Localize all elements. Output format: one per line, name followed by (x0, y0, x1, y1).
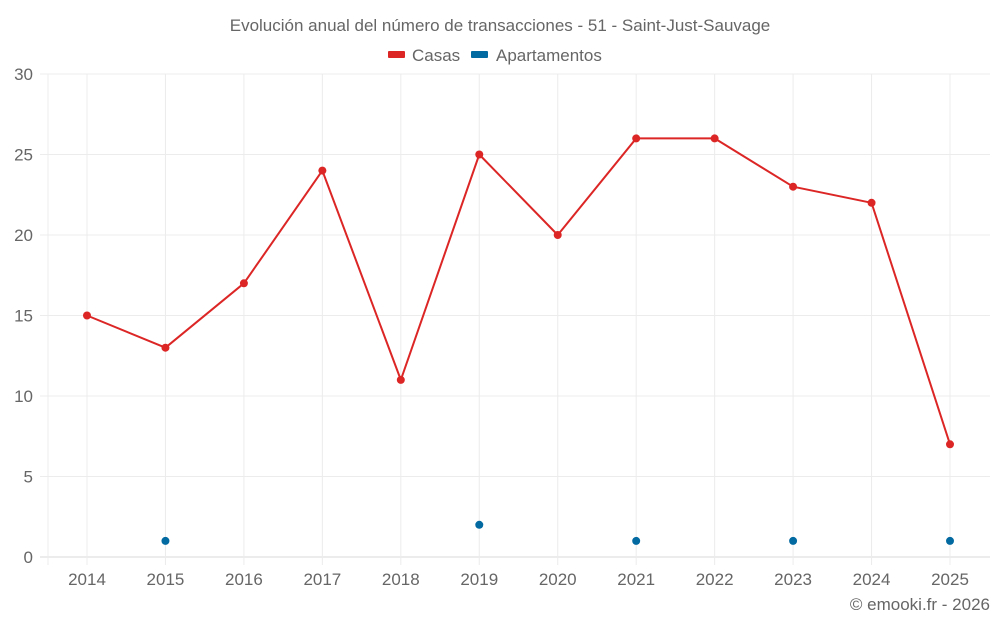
data-point-apartamentos[interactable] (789, 536, 798, 545)
data-point-apartamentos[interactable] (946, 536, 954, 545)
data-point-casas[interactable] (318, 166, 327, 175)
grid (40, 73, 990, 565)
legend-item-apartamentos[interactable]: Apartamentos (471, 46, 602, 65)
x-tick-label: 2014 (68, 570, 106, 589)
legend: Casas Apartamentos (388, 46, 602, 65)
y-tick-label: 20 (14, 226, 33, 245)
legend-label-casas: Casas (412, 46, 460, 65)
data-point-apartamentos[interactable] (632, 536, 641, 545)
x-tick-label: 2015 (147, 570, 185, 589)
x-tick-label: 2021 (617, 570, 655, 589)
x-tick-label: 2016 (225, 570, 263, 589)
x-tick-label: 2024 (853, 570, 891, 589)
y-tick-label: 25 (14, 146, 33, 165)
series-line-casas (86, 137, 951, 445)
data-point-casas[interactable] (475, 150, 484, 159)
series-apartamentos (161, 520, 954, 545)
x-tick-label: 2019 (460, 570, 498, 589)
data-point-apartamentos[interactable] (475, 520, 484, 529)
data-point-casas[interactable] (946, 440, 954, 449)
data-point-casas[interactable] (239, 279, 248, 288)
x-tick-label: 2018 (382, 570, 420, 589)
y-tick-label: 30 (14, 65, 33, 84)
data-point-casas[interactable] (161, 343, 170, 352)
data-point-casas[interactable] (789, 182, 798, 191)
x-tick-label: 2020 (539, 570, 577, 589)
y-tick-label: 10 (14, 387, 33, 406)
x-tick-label: 2022 (696, 570, 734, 589)
data-point-casas[interactable] (632, 134, 641, 143)
legend-label-apartamentos: Apartamentos (496, 46, 602, 65)
data-point-apartamentos[interactable] (161, 536, 170, 545)
series (83, 134, 954, 545)
legend-swatch-apartamentos (471, 51, 488, 58)
x-tick-label: 2025 (931, 570, 969, 589)
credit-text: © emooki.fr - 2026 (850, 595, 990, 614)
legend-swatch-casas (388, 51, 405, 58)
y-tick-label: 0 (24, 548, 33, 567)
y-tick-label: 5 (24, 468, 33, 487)
data-point-casas[interactable] (553, 231, 562, 239)
x-tick-label: 2017 (303, 570, 341, 589)
data-point-casas[interactable] (710, 134, 719, 143)
legend-item-casas[interactable]: Casas (388, 46, 460, 65)
data-point-casas[interactable] (867, 198, 876, 207)
x-tick-label: 2023 (774, 570, 812, 589)
data-point-casas[interactable] (83, 311, 91, 320)
data-point-casas[interactable] (396, 375, 405, 384)
y-tick-label: 15 (14, 307, 33, 326)
chart-title: Evolución anual del número de transaccio… (230, 16, 771, 35)
series-casas (83, 134, 954, 449)
